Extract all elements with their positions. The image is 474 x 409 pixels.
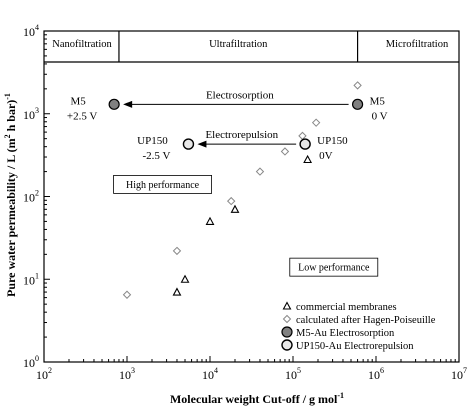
- arrow-label: Electrosorption: [206, 89, 274, 101]
- point-label-line: 0 V: [372, 110, 388, 122]
- legend-entry: commercial membranes: [296, 302, 397, 313]
- point-diamond: [280, 147, 290, 156]
- point-triangle: [303, 154, 313, 164]
- performance-box-label: Low performance: [298, 263, 370, 274]
- legend-entry: M5-Au Electrosorption: [296, 328, 395, 339]
- arrow-label: Electrorepulsion: [205, 129, 278, 141]
- region-band: Nanofiltration Ultrafiltration Microfiltra…: [44, 31, 459, 63]
- tick-base: 10: [451, 368, 463, 382]
- point-triangle: [172, 287, 182, 296]
- point-diamond: [298, 131, 307, 141]
- point-label-line: UP150: [137, 135, 168, 147]
- tick-base: 10: [23, 356, 35, 370]
- legend-entry: UP150-Au Electrorepulsion: [296, 341, 414, 352]
- point-diamond: [172, 246, 182, 256]
- point-triangle: [205, 216, 215, 225]
- x-tick-label: 107: [451, 366, 467, 382]
- plot-border: [43, 30, 460, 363]
- tick-exponent: 3: [35, 106, 39, 115]
- performance-box: [289, 257, 379, 277]
- x-tick-label: 103: [119, 366, 135, 382]
- tick-base: 10: [23, 191, 35, 205]
- tick-base: 10: [36, 368, 48, 382]
- y-tick-label: 104: [23, 23, 39, 39]
- tick-exponent: 3: [131, 366, 135, 375]
- y-tick-label: 101: [23, 271, 39, 287]
- tick-exponent: 4: [35, 23, 39, 32]
- tick-exponent: 4: [214, 366, 218, 375]
- legend-marker: [281, 326, 293, 338]
- arrows: Electrosorption Electrorepulsion: [123, 89, 349, 148]
- tick-exponent: 2: [48, 366, 52, 375]
- tick-base: 10: [23, 108, 35, 122]
- tick-base: 10: [23, 25, 35, 39]
- point-label-line: M5: [71, 95, 87, 107]
- point-diamond: [122, 290, 132, 299]
- tick-base: 10: [368, 368, 380, 382]
- y-tick-label: 103: [23, 106, 39, 122]
- performance-box-label: High performance: [126, 180, 200, 191]
- point-triangle: [230, 204, 240, 213]
- point-triangle: [180, 274, 190, 283]
- legend-marker: [282, 301, 292, 310]
- region-label: Ultrafiltration: [209, 39, 268, 50]
- tick-base: 10: [23, 273, 35, 287]
- point-label-line: UP150: [317, 135, 348, 147]
- point-diamond: [311, 118, 321, 127]
- tick-base: 10: [285, 368, 297, 382]
- arrow-head: [123, 100, 133, 108]
- point-circle-filled: [351, 98, 364, 110]
- region-label: Nanofiltration: [52, 39, 112, 50]
- point-diamond: [226, 196, 236, 206]
- legend-marker: [281, 339, 293, 351]
- x-tick-label: 106: [368, 366, 384, 382]
- point-label-line: -2.5 V: [142, 150, 170, 162]
- legend-marker: [282, 314, 292, 324]
- tick-exponent: 5: [297, 366, 301, 375]
- point-circle-open: [299, 138, 311, 150]
- point-label-line: 0V: [319, 150, 333, 162]
- performance-boxes: High performance Low performance: [113, 175, 379, 277]
- point-label-line: M5: [370, 95, 386, 107]
- tick-exponent: 0: [35, 354, 39, 363]
- tick-exponent: 1: [35, 271, 39, 280]
- x-tick-label: 102: [36, 366, 52, 382]
- point-label-line: +2.5 V: [67, 110, 98, 122]
- tick-exponent: 2: [35, 189, 39, 198]
- y-tick-label: 100: [23, 354, 39, 370]
- data-points: [108, 81, 364, 299]
- y-axis-title: Pure water permeability / L (m2 h bar)-1: [3, 93, 18, 297]
- point-diamond: [353, 81, 362, 90]
- region-label: Microfiltration: [386, 39, 449, 50]
- y-tick-label: 102: [23, 189, 39, 205]
- arrow-head: [197, 140, 207, 148]
- point-diamond: [255, 167, 265, 176]
- legend-entry: calculated after Hagen-Poiseuille: [296, 315, 436, 326]
- tick-base: 10: [119, 368, 131, 382]
- point-circle-open: [182, 138, 195, 150]
- point-labels: M5 +2.5 V M5 0 V UP150 -2.5 V UP150 0V: [67, 95, 388, 162]
- legend: commercial membranes calculated after Hag…: [281, 301, 436, 352]
- performance-box: [113, 175, 212, 194]
- plot-frame: [43, 30, 460, 363]
- x-axis-title: Molecular weight Cut-off / g mol-1: [170, 391, 344, 406]
- tick-exponent: 7: [463, 366, 467, 375]
- point-circle-filled: [108, 98, 120, 110]
- tick-exponent: 6: [380, 366, 384, 375]
- tick-base: 10: [202, 368, 214, 382]
- x-tick-label: 105: [285, 366, 301, 382]
- x-tick-label: 104: [202, 366, 218, 382]
